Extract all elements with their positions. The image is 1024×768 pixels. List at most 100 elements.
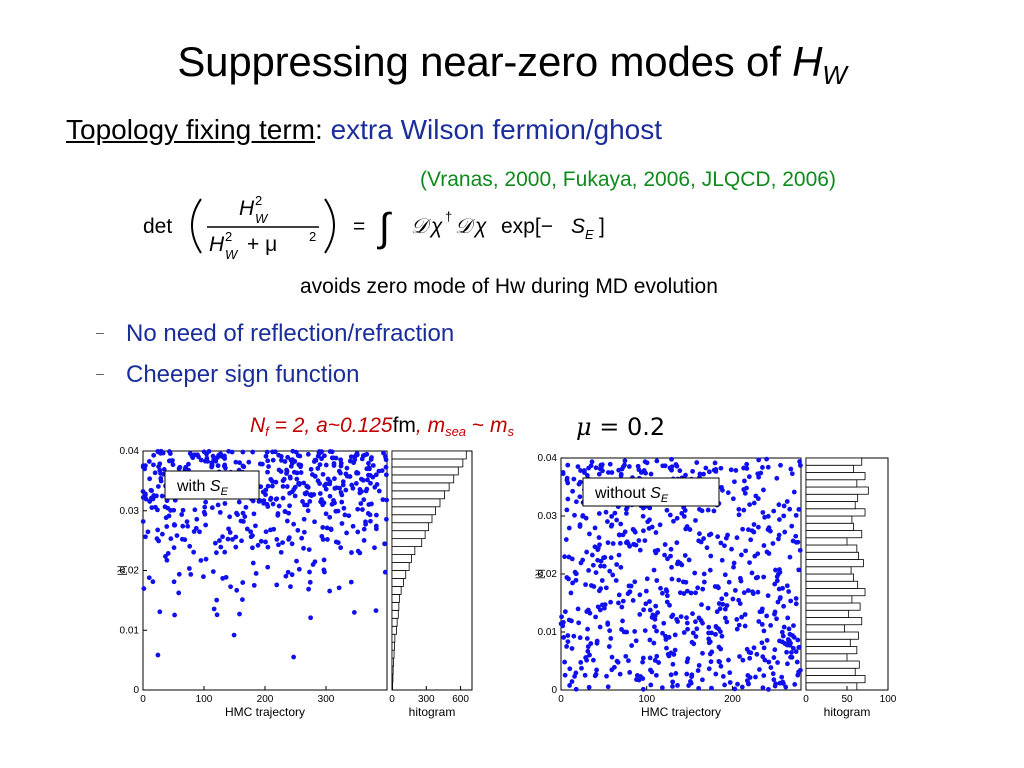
data-point xyxy=(196,454,201,460)
data-point xyxy=(298,470,304,475)
y-tick-label: 0.02 xyxy=(538,569,558,580)
hist-bar xyxy=(805,653,848,662)
data-point xyxy=(630,526,636,532)
data-point xyxy=(330,455,336,461)
hist-x-label: hitogram xyxy=(409,705,456,719)
data-point xyxy=(577,524,583,529)
data-point xyxy=(243,504,249,510)
data-point xyxy=(265,483,271,489)
data-point xyxy=(292,484,298,490)
data-point xyxy=(753,493,759,499)
hist-x-tick-label: 0 xyxy=(389,694,395,705)
data-point xyxy=(605,470,611,475)
data-point xyxy=(648,667,653,673)
data-point xyxy=(164,557,170,563)
data-point xyxy=(593,614,599,620)
data-point xyxy=(342,512,348,518)
data-point xyxy=(240,510,246,516)
data-point xyxy=(726,579,732,585)
data-point xyxy=(586,465,591,471)
data-point xyxy=(171,507,177,513)
data-point xyxy=(731,560,737,566)
data-point xyxy=(669,456,674,462)
data-point xyxy=(598,462,604,468)
y-tick-label: 0 xyxy=(551,685,557,696)
svg-text:2: 2 xyxy=(309,229,316,244)
data-point xyxy=(787,506,793,512)
hist-bar xyxy=(805,544,858,553)
data-point xyxy=(231,632,237,638)
data-point xyxy=(174,533,180,539)
data-point xyxy=(788,466,794,472)
hist-bar xyxy=(391,490,445,500)
data-point xyxy=(755,589,761,595)
data-point xyxy=(222,456,228,461)
hist-bar xyxy=(805,551,859,560)
data-point xyxy=(718,663,724,669)
data-point xyxy=(712,584,718,589)
data-point xyxy=(567,683,572,688)
data-point xyxy=(253,571,259,576)
hist-bar xyxy=(391,665,394,675)
data-point xyxy=(298,464,303,470)
data-point xyxy=(373,608,379,614)
data-point xyxy=(683,526,689,532)
data-point xyxy=(220,575,226,581)
data-point xyxy=(706,636,712,642)
data-point xyxy=(619,604,625,610)
data-point xyxy=(676,577,682,583)
x-tick-label: 100 xyxy=(196,694,213,705)
data-point xyxy=(637,547,643,553)
data-point xyxy=(149,505,155,511)
data-point xyxy=(738,552,744,558)
data-point xyxy=(290,448,296,454)
data-point xyxy=(171,545,177,551)
data-point xyxy=(635,463,641,469)
data-point xyxy=(751,645,757,651)
data-point xyxy=(155,448,161,454)
data-point xyxy=(632,629,638,634)
data-point xyxy=(631,541,637,547)
data-point xyxy=(672,632,678,638)
hist-bar xyxy=(391,498,441,508)
data-point xyxy=(591,584,597,589)
data-point xyxy=(603,585,609,591)
data-point xyxy=(572,512,577,518)
data-point xyxy=(177,464,183,470)
data-point xyxy=(565,462,571,468)
data-point xyxy=(297,481,302,486)
data-point xyxy=(728,467,734,473)
data-point xyxy=(626,583,632,589)
bullet-item: – Cheeper sign function xyxy=(96,361,360,388)
data-point xyxy=(793,601,799,607)
data-point xyxy=(781,513,787,519)
data-point xyxy=(688,590,694,596)
data-point xyxy=(699,508,705,514)
data-point xyxy=(154,493,159,499)
data-point xyxy=(768,622,774,628)
data-point xyxy=(627,670,633,675)
data-point xyxy=(251,582,257,588)
y-tick-label: 0.01 xyxy=(120,625,140,636)
data-point xyxy=(605,684,611,690)
data-point xyxy=(322,569,327,575)
data-point xyxy=(159,531,165,537)
data-point xyxy=(300,499,305,504)
data-point xyxy=(276,467,282,473)
data-point xyxy=(317,462,323,468)
svg-text:𝒟: 𝒟 xyxy=(455,215,476,238)
data-point xyxy=(742,612,748,617)
data-point xyxy=(669,564,674,570)
data-point xyxy=(648,471,654,477)
hist-x-tick-label: 300 xyxy=(418,694,435,705)
data-point xyxy=(283,573,289,579)
data-point xyxy=(662,552,667,558)
data-point xyxy=(729,546,734,552)
data-point xyxy=(374,482,380,487)
data-point xyxy=(568,590,574,596)
data-point xyxy=(284,484,290,489)
data-point xyxy=(585,648,591,654)
bullet-item: – No need of reflection/refraction xyxy=(96,320,455,347)
data-point xyxy=(743,548,749,554)
data-point xyxy=(599,578,605,583)
